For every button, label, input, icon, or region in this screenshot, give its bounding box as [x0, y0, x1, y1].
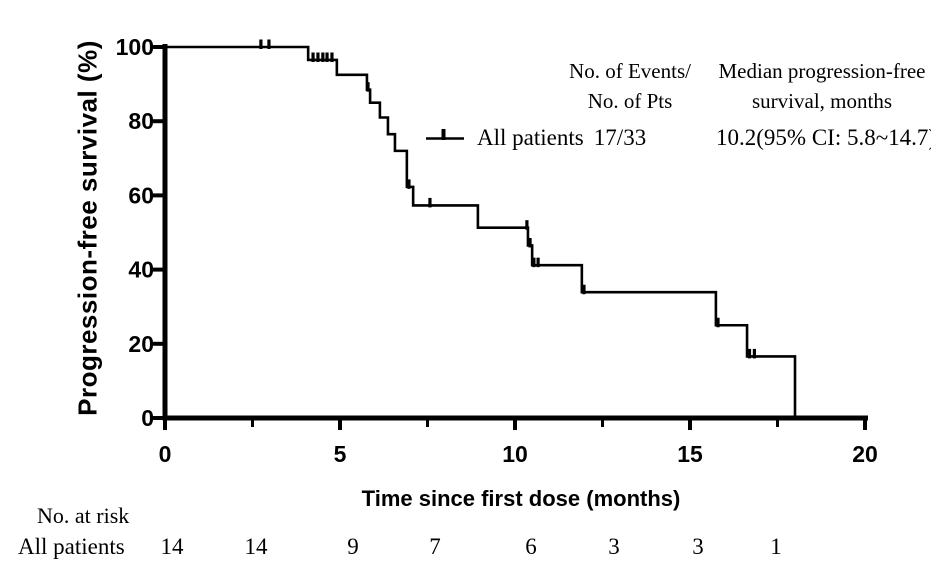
- y-tick-label: 20: [128, 331, 154, 357]
- x-axis-title: Time since first dose (months): [361, 486, 681, 511]
- x-tick-label: 10: [502, 441, 528, 467]
- at-risk-count: 9: [347, 534, 359, 559]
- legend-header-median: Median progression-free survival, months: [718, 56, 925, 116]
- x-tick-label: 5: [334, 441, 347, 467]
- at-risk-row-label: All patients: [18, 534, 125, 559]
- legend-header-events: No. of Events/ No. of Pts: [569, 56, 691, 116]
- y-axis-title: Progression-free survival (%): [72, 40, 103, 416]
- y-tick-label: 100: [116, 34, 154, 60]
- at-risk-count: 3: [608, 534, 620, 559]
- at-risk-count: 7: [429, 534, 441, 559]
- at-risk-count: 14: [160, 534, 184, 559]
- x-tick-label: 0: [159, 441, 172, 467]
- legend-header-median-line1: Median progression-free: [718, 59, 926, 83]
- y-tick-label: 60: [128, 182, 154, 208]
- at-risk-count: 6: [525, 534, 537, 559]
- y-tick-label: 80: [128, 108, 154, 134]
- km-curve-all-patients: [167, 45, 797, 418]
- legend-series-label: All patients: [477, 125, 584, 150]
- at-risk-count: 1: [770, 534, 782, 559]
- legend-median-value: 10.2(95% CI: 5.8~14.7): [716, 125, 931, 150]
- at-risk-title: No. at risk: [37, 503, 130, 528]
- legend-series-marker-icon: [426, 129, 464, 140]
- legend-header-events-line1: No. of Events/: [569, 59, 691, 83]
- at-risk-count: 14: [244, 534, 268, 559]
- y-tick-label: 0: [141, 405, 154, 431]
- legend-header-events-line2: No. of Pts: [587, 89, 673, 113]
- y-tick-label: 40: [128, 257, 154, 283]
- x-tick-label: 20: [852, 441, 878, 467]
- legend-header-median-line2: survival, months: [751, 89, 892, 113]
- at-risk-count: 3: [692, 534, 704, 559]
- x-tick-label: 15: [677, 441, 703, 467]
- legend-events-value: 17/33: [593, 125, 647, 150]
